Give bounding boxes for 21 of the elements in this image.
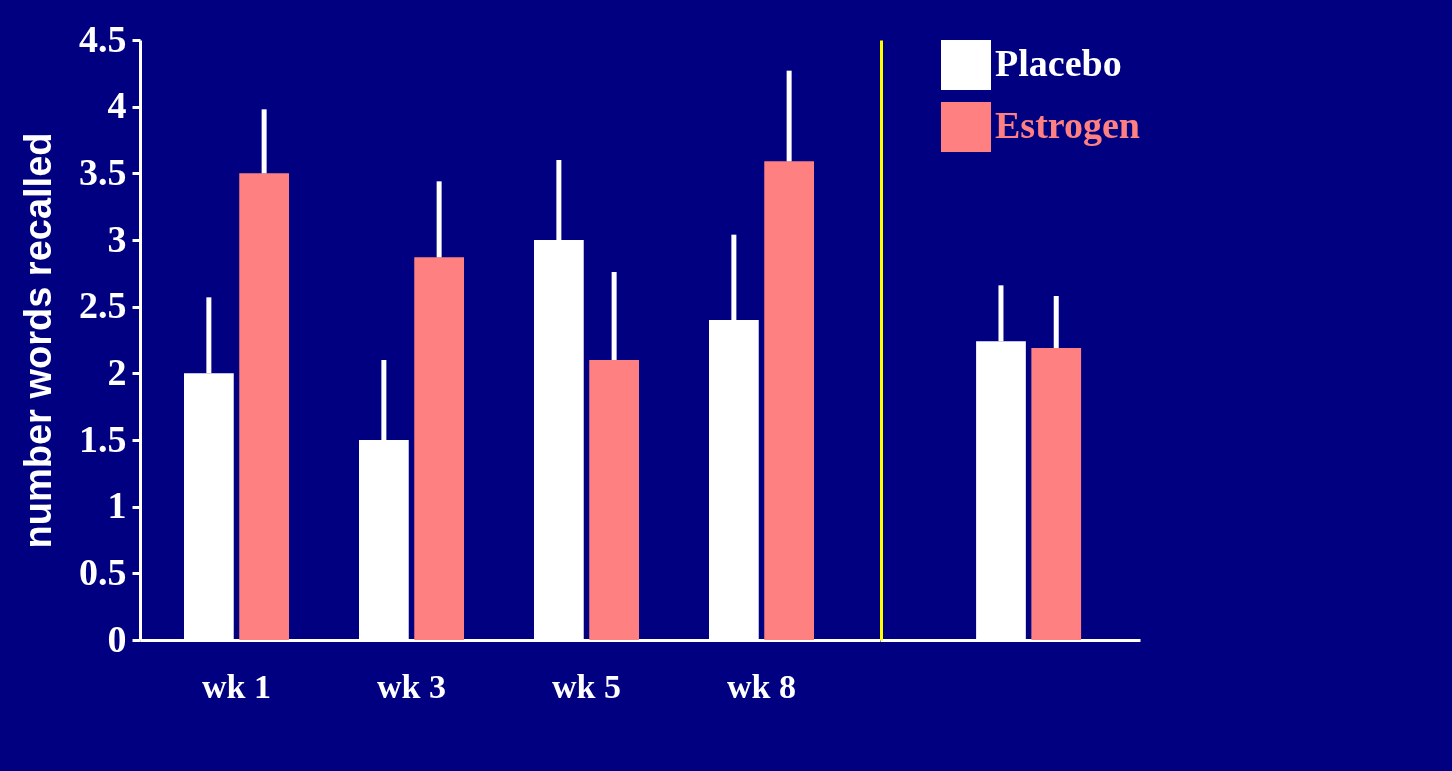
x-tick-label: wk 3 [377,667,446,705]
x-tick-label: wk 1 [202,667,271,705]
y-axis-title: number words recalled [17,132,59,549]
y-tick-label: 2 [107,350,127,393]
x-tick-label: wk 8 [727,667,796,705]
y-tick-label: 4.5 [79,17,127,60]
y-tick-label: 1 [107,484,127,527]
bar [414,257,464,640]
y-tick-label: 1.5 [79,417,127,460]
y-tick-label: 3 [107,217,127,260]
y-tick-label: 0 [107,617,127,660]
y-tick-label: 2.5 [79,284,127,327]
legend-label: Placebo [995,42,1122,84]
bar [239,173,289,640]
legend-label: Estrogen [995,104,1140,146]
y-tick-label: 3.5 [79,150,127,193]
bar [589,360,639,640]
y-tick-label: 4 [107,84,127,127]
bar [764,161,814,640]
y-tick-label: 0.5 [79,550,127,593]
x-tick-label: wk 5 [552,667,621,705]
